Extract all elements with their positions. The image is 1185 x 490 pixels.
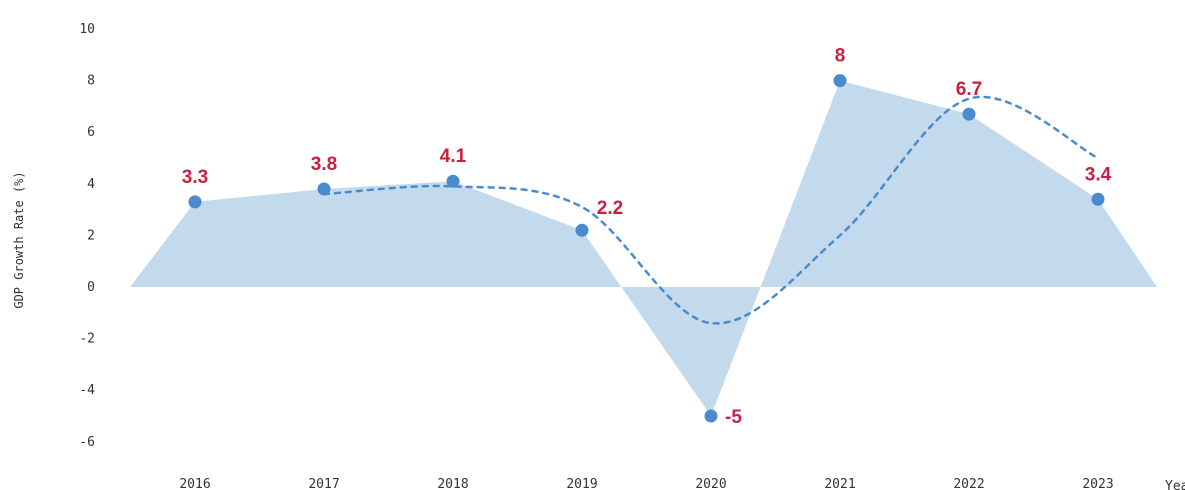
data-point bbox=[188, 195, 202, 209]
y-tick-label: -6 bbox=[79, 435, 95, 450]
data-point bbox=[446, 174, 460, 188]
data-point bbox=[833, 74, 847, 88]
y-axis-ticks: -6 -4 -2 0 2 4 6 8 10 bbox=[79, 22, 95, 450]
data-point bbox=[317, 182, 331, 196]
data-label: 6.7 bbox=[956, 79, 982, 100]
data-label: 3.8 bbox=[311, 154, 337, 175]
data-label: 2.2 bbox=[597, 198, 623, 219]
x-tick-label: 2019 bbox=[566, 477, 597, 490]
data-labels-layer: 3.3 3.8 4.1 2.2 -5 8 6.7 3.4 bbox=[182, 46, 1112, 428]
y-tick-label: 10 bbox=[79, 22, 95, 37]
x-tick-label: 2017 bbox=[308, 477, 339, 490]
x-tick-label: 2018 bbox=[437, 477, 468, 490]
data-label: 3.4 bbox=[1085, 164, 1112, 185]
x-tick-label: 2023 bbox=[1082, 477, 1113, 490]
data-point bbox=[962, 107, 976, 121]
data-point bbox=[704, 409, 718, 423]
area-layer bbox=[130, 80, 1157, 416]
data-point bbox=[1091, 192, 1105, 206]
y-tick-label: 0 bbox=[87, 280, 95, 295]
points-layer bbox=[188, 74, 1105, 423]
x-tick-label: 2016 bbox=[179, 477, 210, 490]
y-tick-label: 6 bbox=[87, 125, 95, 140]
data-label: 3.3 bbox=[182, 167, 208, 188]
y-axis-title: GDP Growth Rate (%) bbox=[12, 171, 26, 308]
x-tick-label: 2020 bbox=[695, 477, 726, 490]
x-axis-ticks: 2016 2017 2018 2019 2020 2021 2022 2023 bbox=[179, 477, 1113, 490]
series-area bbox=[130, 80, 1157, 416]
data-label: 4.1 bbox=[440, 146, 467, 167]
y-tick-label: 4 bbox=[87, 177, 95, 192]
y-tick-label: 2 bbox=[87, 228, 95, 243]
x-tick-label: 2021 bbox=[824, 477, 855, 490]
x-axis-title: Year bbox=[1165, 479, 1185, 490]
data-label: 8 bbox=[835, 46, 846, 67]
y-tick-label: 8 bbox=[87, 74, 95, 89]
x-tick-label: 2022 bbox=[953, 477, 984, 490]
data-point bbox=[575, 223, 589, 237]
y-tick-label: -4 bbox=[79, 383, 95, 398]
y-tick-label: -2 bbox=[79, 332, 95, 347]
data-label: -5 bbox=[725, 407, 742, 428]
